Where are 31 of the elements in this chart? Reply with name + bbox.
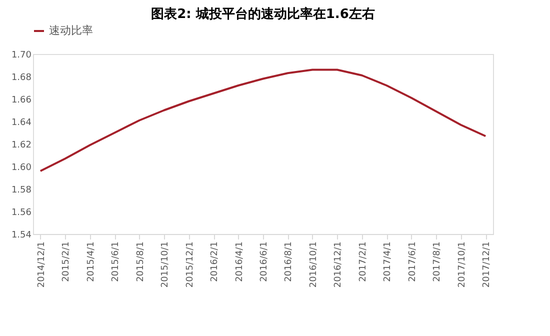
x-tick-label: 2017/4/1 <box>383 242 394 282</box>
x-tick-label: 2016/6/1 <box>260 242 270 282</box>
x-tick-label: 2015/10/1 <box>160 242 171 288</box>
line-series <box>39 68 487 172</box>
y-tick-label: 1.64 <box>11 118 32 128</box>
y-tick-label: 1.66 <box>11 96 32 106</box>
y-tick-label: 1.56 <box>11 208 32 218</box>
y-tick-label: 1.58 <box>11 186 32 196</box>
x-tick-label: 2015/2/1 <box>62 242 72 282</box>
y-tick-label: 1.70 <box>11 50 32 60</box>
x-tick-label: 2017/10/1 <box>457 242 468 288</box>
legend-label: 速动比率 <box>49 24 93 37</box>
x-tick-label: 2015/8/1 <box>136 242 146 282</box>
x-tick-label: 2017/8/1 <box>432 242 443 282</box>
x-tick-label: 2017/12/1 <box>482 242 492 288</box>
y-tick-label: 1.54 <box>11 230 32 240</box>
chart-title: 图表2: 城投平台的速动比率在1.6左右 <box>151 6 375 22</box>
y-tick-label: 1.60 <box>11 163 32 173</box>
x-tick-label: 2016/8/1 <box>284 242 294 282</box>
x-tick-label: 2016/12/1 <box>334 242 344 288</box>
x-tick-label: 2016/2/1 <box>210 242 220 282</box>
x-tick-label: 2015/12/1 <box>185 242 196 288</box>
x-tick-label: 2015/6/1 <box>111 242 122 282</box>
y-tick-label: 1.68 <box>11 73 32 83</box>
y-tick-label: 1.62 <box>11 140 32 150</box>
x-tick-label: 2017/2/1 <box>358 242 368 282</box>
x-tick-label: 2017/6/1 <box>408 242 418 282</box>
x-tick-label: 2015/4/1 <box>86 242 96 282</box>
x-tick-label: 2016/4/1 <box>234 242 245 282</box>
x-tick-label: 2016/10/1 <box>308 242 319 288</box>
x-tick-label: 2014/12/1 <box>36 242 47 288</box>
